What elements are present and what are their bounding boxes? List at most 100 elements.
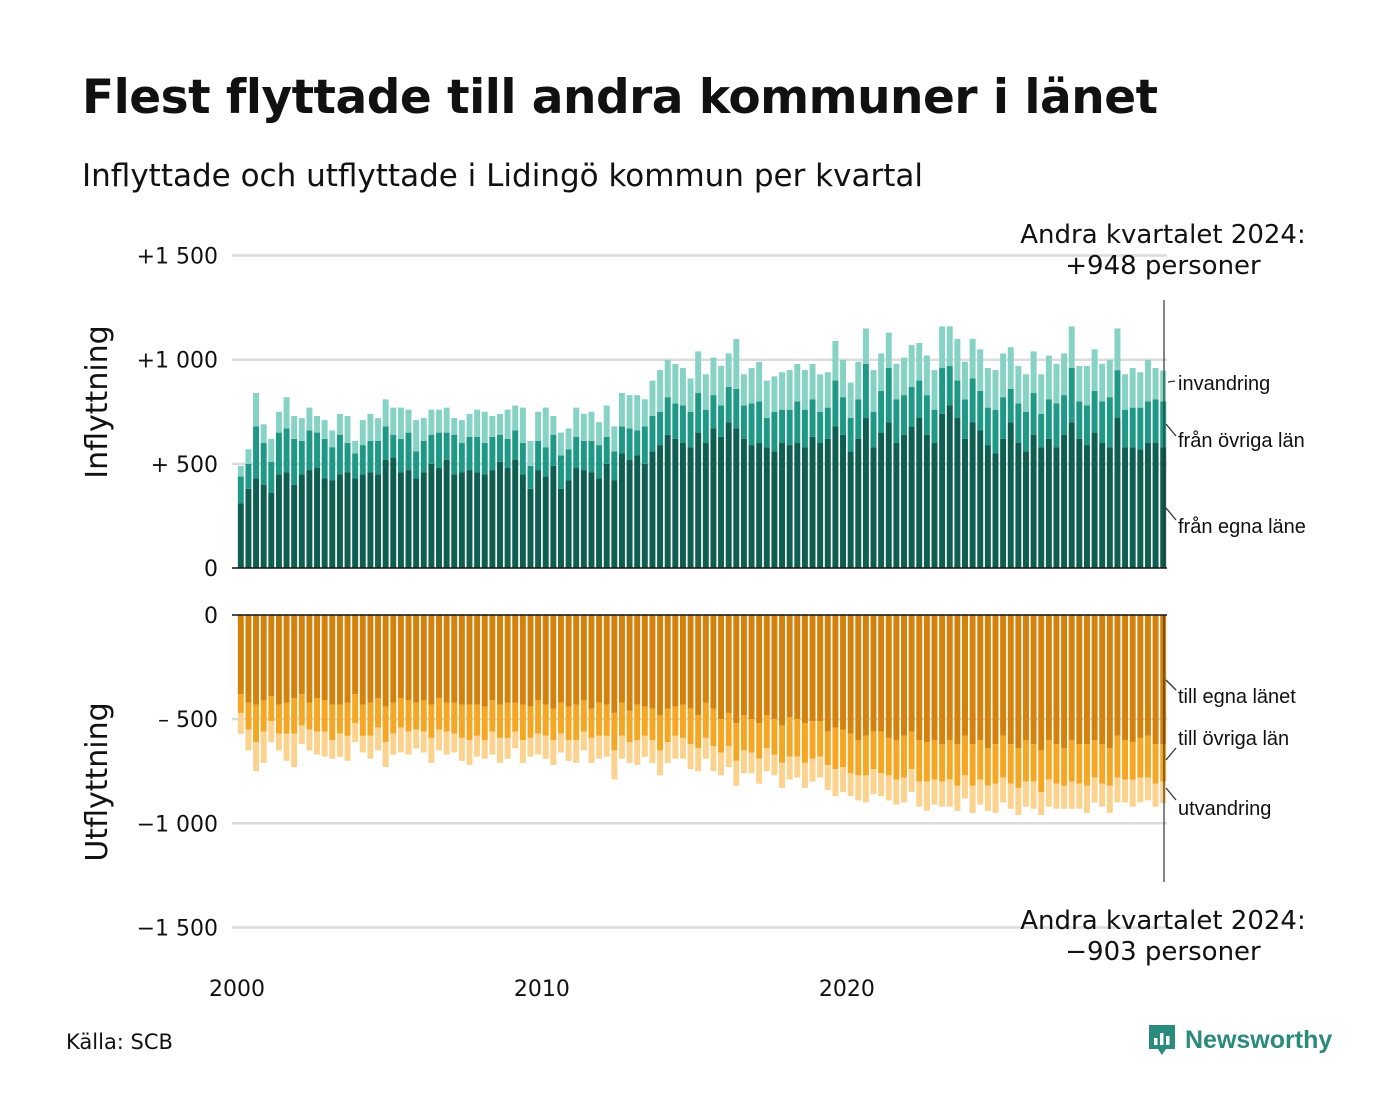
bar-segment-in — [870, 411, 877, 448]
bar-segment-out — [260, 700, 267, 732]
bar-segment-in — [291, 438, 298, 485]
bar-segment-out — [992, 783, 999, 813]
bar-segment-in — [763, 418, 770, 448]
bar-segment-in — [611, 426, 618, 452]
bar-segment-out — [497, 737, 503, 763]
bar-segment-out — [893, 779, 900, 805]
bar-segment-out — [1091, 739, 1098, 778]
bar-segment-in — [725, 422, 732, 568]
bar-segment-in — [1045, 399, 1052, 439]
bar-segment-out — [901, 777, 907, 803]
bar-segment-in — [466, 470, 473, 568]
bar-segment-out — [458, 615, 465, 705]
bar-segment-out — [588, 708, 595, 738]
bar-segment-in — [481, 411, 488, 444]
bar-segment-out — [1114, 735, 1121, 778]
y-tick-label: −1 500 — [137, 916, 218, 941]
bar-segment-in — [946, 405, 953, 568]
bar-segment-out — [931, 615, 938, 740]
bar-segment-in — [1160, 401, 1167, 448]
bar-segment-out — [702, 615, 709, 703]
bar-segment-out — [466, 704, 473, 740]
bar-segment-in — [275, 432, 282, 475]
bar-segment-in — [413, 420, 420, 452]
bar-segment-out — [1152, 744, 1159, 784]
bar-segment-in — [939, 326, 946, 369]
bar-segment-out — [916, 615, 923, 740]
bar-segment-out — [725, 746, 732, 768]
bar-segment-out — [283, 615, 290, 703]
bar-segment-in — [1106, 359, 1113, 398]
bar-segment-out — [1122, 779, 1129, 803]
y-tick-label: +1 000 — [137, 349, 218, 374]
bar-segment-in — [801, 447, 808, 568]
bar-segment-out — [977, 615, 984, 740]
bar-segment-in — [1091, 349, 1098, 391]
bar-segment-in — [748, 445, 755, 568]
bar-segment-out — [1106, 748, 1113, 786]
bar-segment-in — [1152, 399, 1159, 444]
bar-segment-in — [504, 468, 511, 568]
bar-segment-out — [618, 702, 625, 736]
bar-segment-out — [329, 704, 336, 740]
bar-segment-in — [1053, 403, 1060, 448]
bar-segment-out — [1160, 781, 1167, 804]
bar-segment-out — [352, 615, 359, 695]
bar-segment-in — [527, 465, 534, 489]
bar-segment-in — [512, 430, 519, 460]
bar-segment-in — [565, 449, 572, 481]
bar-segment-in — [855, 399, 862, 439]
bar-segment-out — [718, 719, 725, 753]
bar-segment-in — [1160, 447, 1167, 568]
bar-segment-in — [436, 468, 442, 568]
bar-segment-out — [1129, 742, 1136, 780]
bar-segment-out — [306, 615, 313, 703]
bar-segment-in — [1129, 368, 1136, 408]
bar-segment-in — [428, 434, 435, 464]
bar-segment-in — [443, 459, 450, 568]
bar-segment-out — [862, 775, 869, 803]
bar-segment-in — [878, 390, 885, 433]
bar-segment-in — [862, 418, 869, 568]
bar-segment-out — [542, 704, 549, 736]
bar-segment-out — [1076, 744, 1083, 784]
bar-segment-in — [367, 440, 374, 473]
bar-segment-out — [344, 702, 351, 736]
bar-segment-out — [390, 702, 397, 734]
bar-segment-in — [939, 413, 946, 568]
bar-segment-out — [527, 737, 534, 757]
annotation-bottom-line2: −903 personer — [1065, 937, 1261, 967]
bar-segment-in — [283, 472, 290, 568]
bar-segment-in — [733, 428, 740, 568]
bar-segment-out — [809, 721, 816, 759]
bar-segment-out — [245, 729, 252, 751]
bar-segment-in — [458, 472, 465, 568]
bar-segment-in — [710, 428, 717, 568]
bar-segment-in — [626, 459, 633, 568]
bar-segment-in — [649, 380, 656, 416]
bar-segment-in — [268, 438, 275, 462]
bar-segment-in — [314, 468, 321, 568]
bar-segment-in — [527, 488, 534, 568]
bar-segment-out — [596, 702, 603, 736]
bar-segment-out — [527, 615, 534, 707]
bar-segment-in — [672, 363, 679, 404]
bar-segment-out — [840, 729, 846, 768]
bar-segment-out — [740, 714, 747, 751]
bar-segment-out — [1045, 615, 1052, 740]
bar-segment-in — [275, 474, 282, 568]
bar-segment-out — [413, 702, 420, 730]
bar-segment-out — [756, 758, 763, 784]
bar-segment-in — [375, 474, 381, 568]
bar-segment-in — [558, 432, 564, 456]
bar-segment-in — [756, 443, 763, 568]
bar-segment-out — [1083, 744, 1090, 786]
bar-segment-out — [946, 739, 953, 780]
bar-segment-out — [405, 731, 412, 755]
bar-segment-out — [687, 615, 694, 709]
bar-segment-in — [550, 465, 557, 568]
bar-segment-in — [801, 409, 808, 448]
bar-segment-in — [474, 409, 481, 437]
bar-segment-out — [428, 615, 435, 705]
bar-segment-in — [428, 409, 435, 435]
